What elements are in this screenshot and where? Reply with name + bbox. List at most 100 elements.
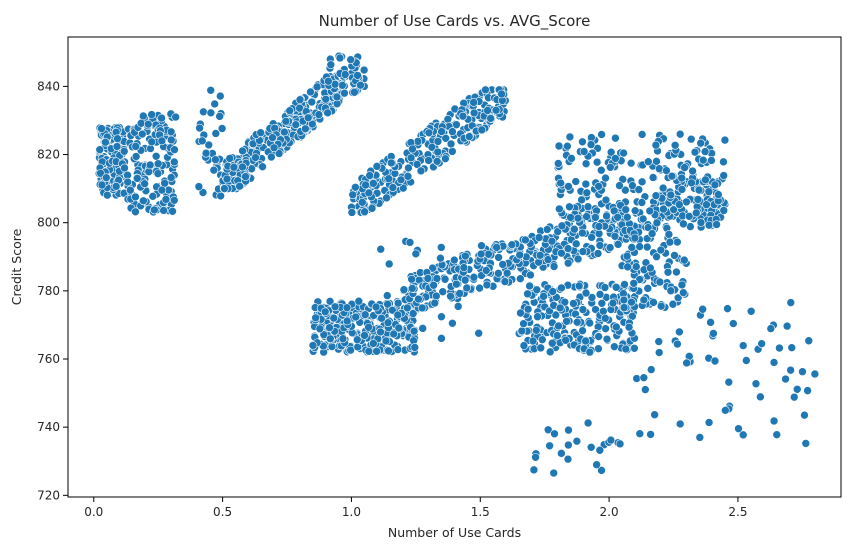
data-point: [346, 345, 355, 355]
data-point: [393, 298, 403, 308]
x-tick-label: 0.5: [213, 505, 232, 519]
data-point: [398, 183, 408, 193]
data-point: [332, 92, 342, 102]
data-point: [195, 123, 204, 133]
data-point: [103, 190, 112, 200]
data-point: [209, 165, 219, 175]
y-tick-label: 740: [37, 420, 60, 434]
data-point: [612, 322, 621, 332]
data-point: [348, 190, 358, 200]
data-point: [325, 334, 335, 344]
data-point: [751, 379, 761, 389]
data-point: [800, 410, 809, 420]
data-point: [571, 177, 581, 186]
data-point: [393, 345, 403, 354]
data-point: [594, 332, 603, 341]
data-point: [621, 185, 630, 195]
data-point: [197, 136, 207, 146]
data-point: [720, 135, 730, 145]
data-point: [594, 229, 604, 238]
data-point: [452, 279, 461, 289]
data-point: [132, 174, 142, 183]
data-point: [204, 140, 214, 150]
data-point: [436, 253, 445, 263]
data-point: [201, 148, 211, 158]
data-point: [679, 288, 688, 297]
data-point: [119, 146, 129, 156]
data-point: [539, 292, 548, 301]
data-point: [627, 297, 636, 307]
data-point: [97, 180, 107, 190]
data-point: [719, 206, 729, 215]
data-point: [101, 137, 110, 147]
data-point: [206, 85, 216, 95]
data-point: [673, 293, 683, 303]
data-point: [639, 373, 649, 382]
data-point: [662, 166, 671, 175]
data-point: [654, 164, 664, 174]
data-point: [383, 318, 393, 328]
data-point: [645, 206, 655, 216]
data-point: [369, 339, 378, 348]
data-point: [338, 334, 348, 344]
data-point: [483, 106, 492, 115]
data-point: [573, 254, 583, 264]
data-point: [632, 374, 641, 383]
data-point: [656, 301, 666, 311]
data-point: [526, 270, 535, 280]
data-point: [652, 218, 662, 228]
data-point: [738, 430, 748, 440]
data-point: [319, 330, 329, 340]
data-point: [631, 262, 641, 271]
data-point: [673, 237, 682, 247]
data-point: [386, 158, 396, 168]
data-point: [646, 430, 655, 439]
data-point: [367, 204, 377, 213]
data-point: [696, 138, 705, 148]
data-point: [572, 436, 582, 446]
data-point: [591, 213, 600, 222]
data-point: [414, 294, 423, 304]
data-point: [675, 327, 684, 337]
data-point: [701, 175, 710, 185]
data-point: [611, 133, 620, 143]
data-point: [574, 281, 584, 291]
data-point: [519, 319, 528, 328]
data-point: [666, 286, 676, 296]
data-point: [663, 267, 673, 277]
data-point: [613, 212, 623, 222]
data-point: [346, 55, 355, 64]
data-point: [376, 327, 385, 337]
data-point: [330, 302, 340, 312]
data-point: [371, 302, 381, 312]
data-point: [166, 173, 176, 182]
data-point: [786, 298, 796, 307]
data-point: [585, 318, 594, 328]
data-point: [684, 212, 694, 221]
data-point: [148, 192, 158, 201]
data-point: [601, 173, 610, 183]
data-point: [241, 172, 250, 181]
data-point: [481, 85, 490, 95]
data-point: [615, 439, 625, 449]
data-point: [578, 228, 587, 238]
data-point: [113, 134, 122, 143]
data-point: [206, 108, 216, 118]
data-point: [553, 227, 562, 236]
data-point: [645, 263, 655, 273]
y-axis-ticks: 720 740 760 780 800 820 840: [37, 79, 68, 502]
data-point: [635, 429, 645, 439]
data-point: [677, 185, 687, 194]
data-point: [112, 142, 122, 151]
data-point: [600, 313, 610, 323]
data-point: [131, 142, 141, 151]
data-point: [613, 240, 623, 249]
data-point: [702, 200, 711, 210]
data-point: [578, 247, 588, 256]
data-point: [436, 243, 446, 252]
data-point: [525, 281, 534, 291]
data-point: [326, 60, 336, 70]
data-point: [597, 466, 606, 475]
data-point: [581, 288, 591, 298]
data-point: [147, 137, 157, 147]
